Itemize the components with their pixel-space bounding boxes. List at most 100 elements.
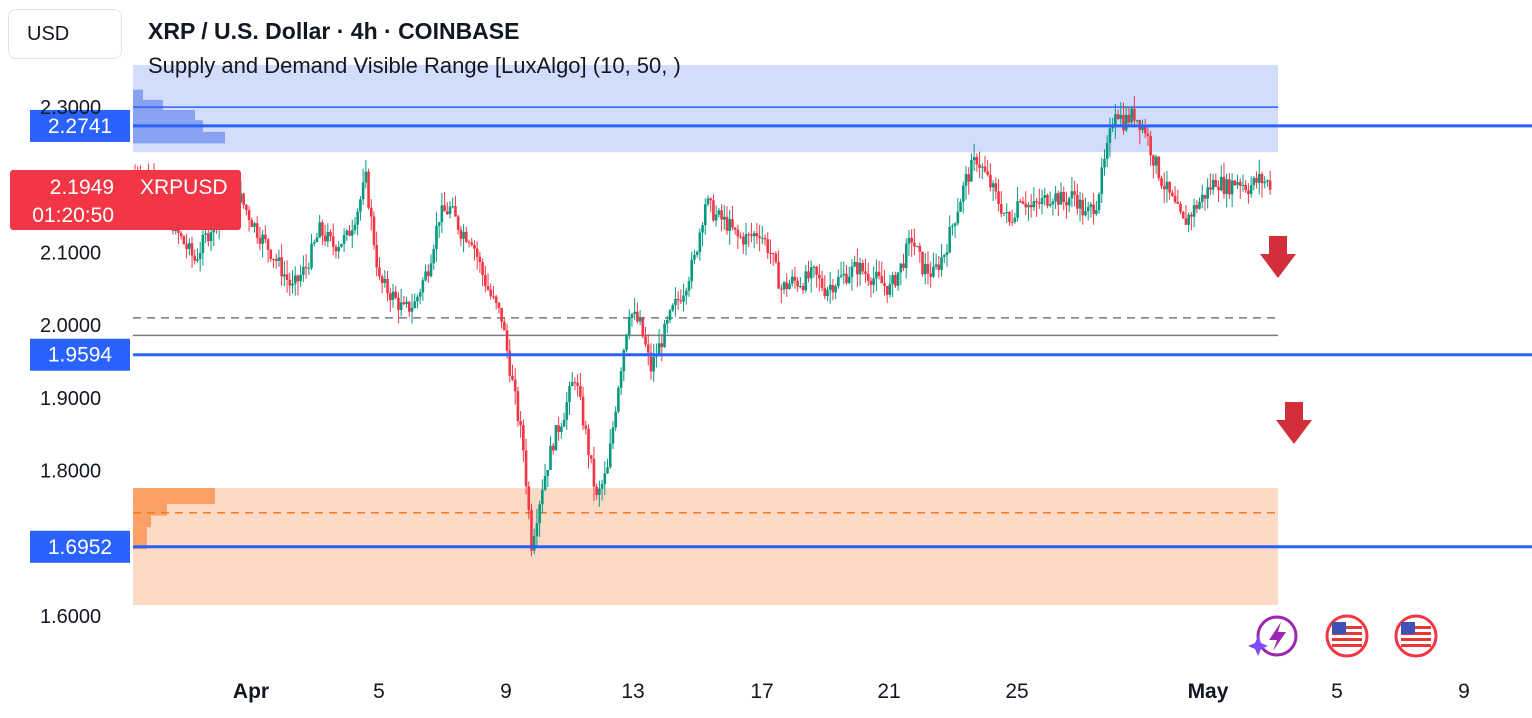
flag-stripe [1332, 626, 1362, 629]
flag-stripe [1401, 638, 1431, 641]
candle-body [671, 305, 674, 311]
candle-body [655, 356, 658, 358]
x-tick-label: 5 [1331, 680, 1343, 703]
candle-body [701, 225, 704, 233]
lightning-event-icon[interactable] [1248, 615, 1298, 657]
candle-body [720, 210, 723, 220]
candle-body [989, 174, 992, 188]
candle-body [970, 160, 973, 182]
candle-body [359, 199, 362, 212]
candle-body [668, 310, 672, 321]
candle-body [348, 230, 351, 236]
candle-body [980, 166, 984, 168]
candle-body [665, 320, 669, 324]
candle-body [769, 253, 772, 255]
candle-body [1114, 114, 1117, 128]
price-axis[interactable]: 2.3000 2.1000 2.0000 1.9000 1.8000 1.6000 2.19… [10, 97, 241, 628]
candle-body [1219, 176, 1223, 191]
candle-body [280, 257, 283, 277]
candle-body [625, 334, 628, 350]
candle-body [1135, 120, 1139, 122]
candle-body [1266, 180, 1269, 182]
candle-body [516, 391, 520, 422]
candle-body [1244, 184, 1247, 191]
candle-body [440, 205, 444, 223]
candle-body [1029, 204, 1033, 208]
candle-body [418, 292, 422, 297]
candle-body [1241, 184, 1245, 186]
candle-body [964, 174, 968, 186]
candle-body [676, 298, 680, 301]
candle-body [1054, 193, 1057, 202]
candle-body [706, 198, 710, 205]
down-arrow-icon[interactable] [1260, 236, 1296, 278]
supply-level-tag[interactable] [30, 109, 130, 142]
candle-body [1184, 218, 1188, 225]
candle-body [847, 276, 851, 283]
supply-zone [133, 64, 1278, 153]
candle-body [1257, 173, 1261, 183]
candle-body [546, 469, 550, 477]
candle-body [1192, 205, 1196, 217]
current-price-tag[interactable] [10, 170, 241, 230]
candle-body [885, 285, 889, 295]
candle-body [1209, 187, 1212, 190]
candle-body [193, 255, 197, 261]
candle-body [1157, 156, 1161, 179]
us-flag-event-icon[interactable] [1325, 614, 1369, 658]
candle-body [758, 236, 761, 238]
candle-body [478, 256, 482, 263]
candle-body [684, 290, 688, 296]
x-tick-label: 5 [373, 680, 385, 703]
candle-body [524, 450, 528, 487]
candle-body [302, 266, 305, 275]
demand-level-tag[interactable] [30, 530, 130, 563]
candle-body [209, 232, 213, 242]
candle-body [660, 343, 664, 348]
candle-body [188, 243, 191, 249]
candle-body [1165, 181, 1169, 190]
x-tick-label: 25 [1005, 680, 1028, 703]
candle-body [1230, 180, 1234, 195]
candle-body [812, 266, 816, 268]
candle-body [834, 286, 837, 293]
candle-body [712, 200, 715, 221]
time-axis[interactable]: Apr 5 9 13 17 21 25 May 5 9 [233, 680, 1470, 703]
currency-button[interactable]: USD [8, 9, 122, 59]
candle-body [763, 237, 767, 240]
candle-body [617, 388, 620, 412]
candle-body [1263, 181, 1267, 184]
candle-body [407, 301, 411, 312]
candle-body [598, 488, 601, 495]
candle-body [1076, 194, 1079, 209]
down-arrow-icon[interactable] [1276, 402, 1312, 444]
candle-body [663, 323, 666, 348]
candle-body [948, 226, 951, 253]
candle-body [953, 223, 957, 226]
candle-body [1190, 214, 1193, 217]
candle-body [1119, 114, 1123, 120]
candle-body [331, 236, 335, 247]
candle-body [997, 191, 1000, 205]
us-flag-event-icon[interactable] [1394, 614, 1438, 658]
candle-body [839, 275, 843, 277]
candle-body [714, 214, 718, 221]
candle-body [492, 296, 495, 298]
candle-body [1100, 167, 1104, 194]
candle-body [1073, 191, 1076, 195]
equilibrium-level-tag[interactable] [30, 338, 130, 371]
candle-body [1070, 191, 1074, 199]
indicator-title[interactable]: Supply and Demand Visible Range [LuxAlgo… [148, 53, 681, 78]
candle-body [945, 252, 949, 255]
candle-body [690, 259, 694, 282]
candle-body [815, 266, 818, 275]
candle-body [326, 232, 330, 242]
candle-body [204, 233, 207, 235]
candle-body [1238, 182, 1242, 186]
candle-body [318, 222, 321, 238]
candle-body [682, 295, 685, 302]
candle-body [633, 311, 636, 315]
candle-body [826, 289, 829, 297]
candle-body [497, 302, 501, 308]
